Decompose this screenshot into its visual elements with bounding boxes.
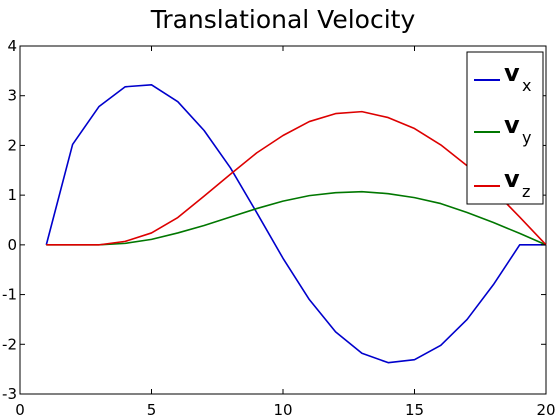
y-tick-label: -3 [2,385,17,403]
x-tick-label: 5 [147,401,157,419]
plot-area [19,45,547,395]
y-tick-label: -2 [2,335,17,353]
legend-label-z: v [504,165,520,193]
legend-subscript-x: x [522,76,531,95]
y-tick-label: 1 [7,186,17,204]
x-tick-label: 20 [536,401,555,419]
series-line-y [46,190,547,246]
legend: v xv yv z [466,51,544,205]
y-tick-label: 4 [7,37,17,55]
y-tick-label: -1 [2,286,17,304]
chart-title: Translational Velocity [150,5,416,34]
series-line-z [46,110,547,246]
y-tick-label: 3 [7,87,17,105]
plot-frame [19,45,547,395]
y-tick-label: 2 [7,136,17,154]
y-tick-label: 0 [7,236,17,254]
legend-label-y: v [504,111,520,139]
series-layer [45,83,547,364]
legend-subscript-z: z [522,182,530,201]
ticks-layer: 0 5 10 15 20 -3 -2 -1 0 1 2 3 4 [2,37,556,419]
legend-subscript-y: y [522,128,531,147]
x-tick-label: 15 [405,401,424,419]
x-tick-label: 10 [273,401,292,419]
legend-label-x: v [504,59,520,87]
x-tick-label: 0 [15,401,25,419]
series-line-x [45,83,546,364]
legend-box [466,51,544,205]
